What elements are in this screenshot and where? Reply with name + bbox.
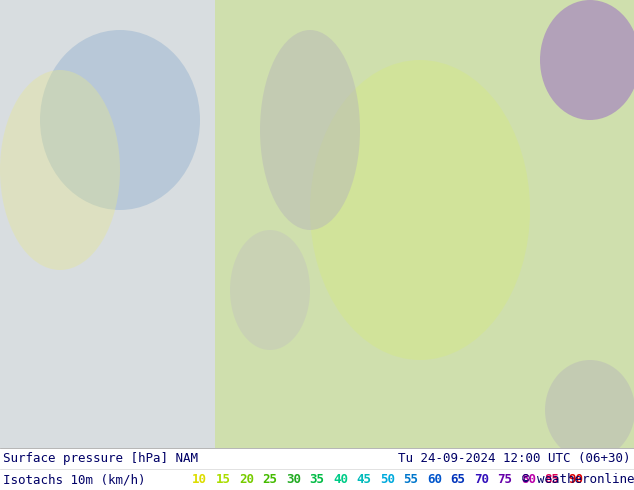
Ellipse shape	[230, 230, 310, 350]
Text: 30: 30	[286, 473, 301, 486]
Ellipse shape	[310, 60, 530, 360]
Text: 15: 15	[216, 473, 231, 486]
Text: 80: 80	[521, 473, 536, 486]
Text: 75: 75	[498, 473, 512, 486]
Text: 10: 10	[192, 473, 207, 486]
Bar	[215, 0, 634, 448]
Text: 35: 35	[309, 473, 325, 486]
Bar	[0, 448, 634, 490]
Text: 70: 70	[474, 473, 489, 486]
Ellipse shape	[540, 0, 634, 120]
Text: 55: 55	[403, 473, 418, 486]
Text: 20: 20	[239, 473, 254, 486]
Text: © weatheronline.co.uk: © weatheronline.co.uk	[522, 473, 634, 486]
Text: 50: 50	[380, 473, 395, 486]
Text: Surface pressure [hPa] NAM: Surface pressure [hPa] NAM	[3, 452, 198, 465]
Text: Isotachs 10m (km/h): Isotachs 10m (km/h)	[3, 473, 145, 486]
Ellipse shape	[545, 360, 634, 460]
Text: 25: 25	[262, 473, 278, 486]
Text: 85: 85	[545, 473, 559, 486]
Text: 40: 40	[333, 473, 348, 486]
Text: 60: 60	[427, 473, 442, 486]
Text: 45: 45	[356, 473, 372, 486]
Ellipse shape	[0, 70, 120, 270]
Text: 90: 90	[568, 473, 583, 486]
Text: 65: 65	[451, 473, 465, 486]
Ellipse shape	[40, 30, 200, 210]
Text: Tu 24-09-2024 12:00 UTC (06+30): Tu 24-09-2024 12:00 UTC (06+30)	[399, 452, 631, 465]
Ellipse shape	[260, 30, 360, 230]
Bar	[0, 0, 215, 448]
